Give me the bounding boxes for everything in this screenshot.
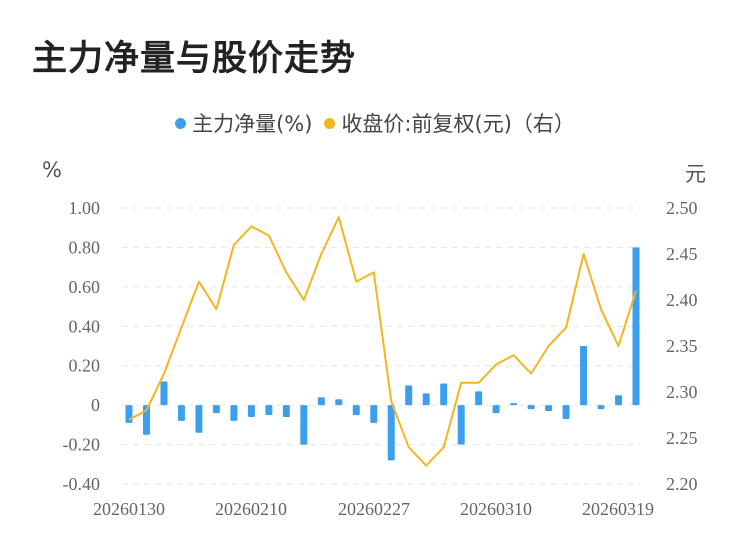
x-tick-label: 20260227 bbox=[338, 499, 410, 519]
bar-net-volume bbox=[580, 346, 588, 406]
y-right-tick-label: 2.50 bbox=[666, 198, 698, 218]
bar-net-volume bbox=[492, 405, 500, 414]
y-left-tick-label: 0.60 bbox=[69, 277, 101, 297]
bar-net-volume bbox=[265, 405, 273, 415]
bar-net-volume bbox=[370, 405, 378, 423]
y-right-tick-label: 2.40 bbox=[666, 290, 698, 310]
legend-item-net-volume[interactable]: 主力净量(%) bbox=[175, 108, 312, 138]
bar-net-volume bbox=[195, 405, 203, 433]
bar-net-volume bbox=[177, 405, 185, 421]
y-right-tick-label: 2.20 bbox=[666, 474, 698, 494]
bar-net-volume bbox=[300, 405, 308, 445]
bar-net-volume bbox=[282, 405, 290, 417]
y-left-tick-label: 0.80 bbox=[69, 237, 101, 257]
chart-title: 主力净量与股价走势 bbox=[32, 39, 357, 79]
bar-net-volume bbox=[422, 393, 430, 406]
legend-label-close-price: 收盘价:前复权(元)（右） bbox=[341, 112, 575, 136]
bar-net-volume bbox=[440, 383, 448, 406]
bar-net-volume bbox=[405, 385, 413, 406]
legend: 主力净量(%) 收盘价:前复权(元)（右） bbox=[0, 108, 750, 138]
bar-net-volume bbox=[615, 395, 623, 406]
x-tick-label: 20260319 bbox=[582, 499, 654, 519]
bar-net-volume bbox=[212, 405, 220, 414]
bar-net-volume bbox=[457, 405, 465, 445]
bar-net-volume bbox=[335, 399, 343, 406]
bar-net-volume bbox=[475, 391, 483, 406]
y-left-tick-label: 0 bbox=[91, 395, 100, 415]
legend-item-close-price[interactable]: 收盘价:前复权(元)（右） bbox=[324, 108, 575, 138]
bar-net-volume bbox=[125, 405, 133, 423]
bar-net-volume bbox=[230, 405, 238, 421]
x-tick-label: 20260210 bbox=[215, 499, 287, 519]
bar-net-volume bbox=[317, 397, 325, 406]
bar-net-volume bbox=[247, 405, 255, 417]
line-close-price bbox=[128, 216, 637, 467]
y-left-tick-label: 0.40 bbox=[69, 316, 101, 336]
bar-net-volume bbox=[527, 405, 535, 410]
bar-net-volume bbox=[597, 405, 605, 410]
y-right-tick-label: 2.35 bbox=[666, 336, 698, 356]
legend-label-net-volume: 主力净量(%) bbox=[192, 112, 313, 136]
bar-net-volume bbox=[632, 247, 640, 406]
x-tick-label: 20260310 bbox=[460, 499, 532, 519]
legend-marker-line bbox=[324, 117, 336, 129]
x-tick-label: 20260130 bbox=[93, 499, 165, 519]
bar-net-volume bbox=[352, 405, 360, 415]
bar-net-volume bbox=[545, 405, 553, 412]
y-left-tick-label: 0.20 bbox=[69, 356, 101, 376]
legend-marker-bar bbox=[175, 117, 187, 129]
y-right-tick-label: 2.30 bbox=[666, 382, 698, 402]
y-left-tick-label: 1.00 bbox=[69, 198, 101, 218]
bar-net-volume bbox=[510, 403, 518, 406]
y-left-tick-label: -0.40 bbox=[63, 474, 101, 494]
y-right-tick-label: 2.25 bbox=[666, 428, 698, 448]
bar-net-volume bbox=[142, 405, 150, 435]
y-left-tick-label: -0.20 bbox=[63, 435, 101, 455]
right-axis-unit: 元 bbox=[685, 162, 706, 186]
bar-net-volume bbox=[562, 405, 570, 419]
y-right-tick-label: 2.45 bbox=[666, 244, 698, 264]
bar-net-volume bbox=[387, 405, 395, 461]
bar-net-volume bbox=[160, 381, 168, 406]
left-axis-unit: % bbox=[42, 158, 62, 182]
